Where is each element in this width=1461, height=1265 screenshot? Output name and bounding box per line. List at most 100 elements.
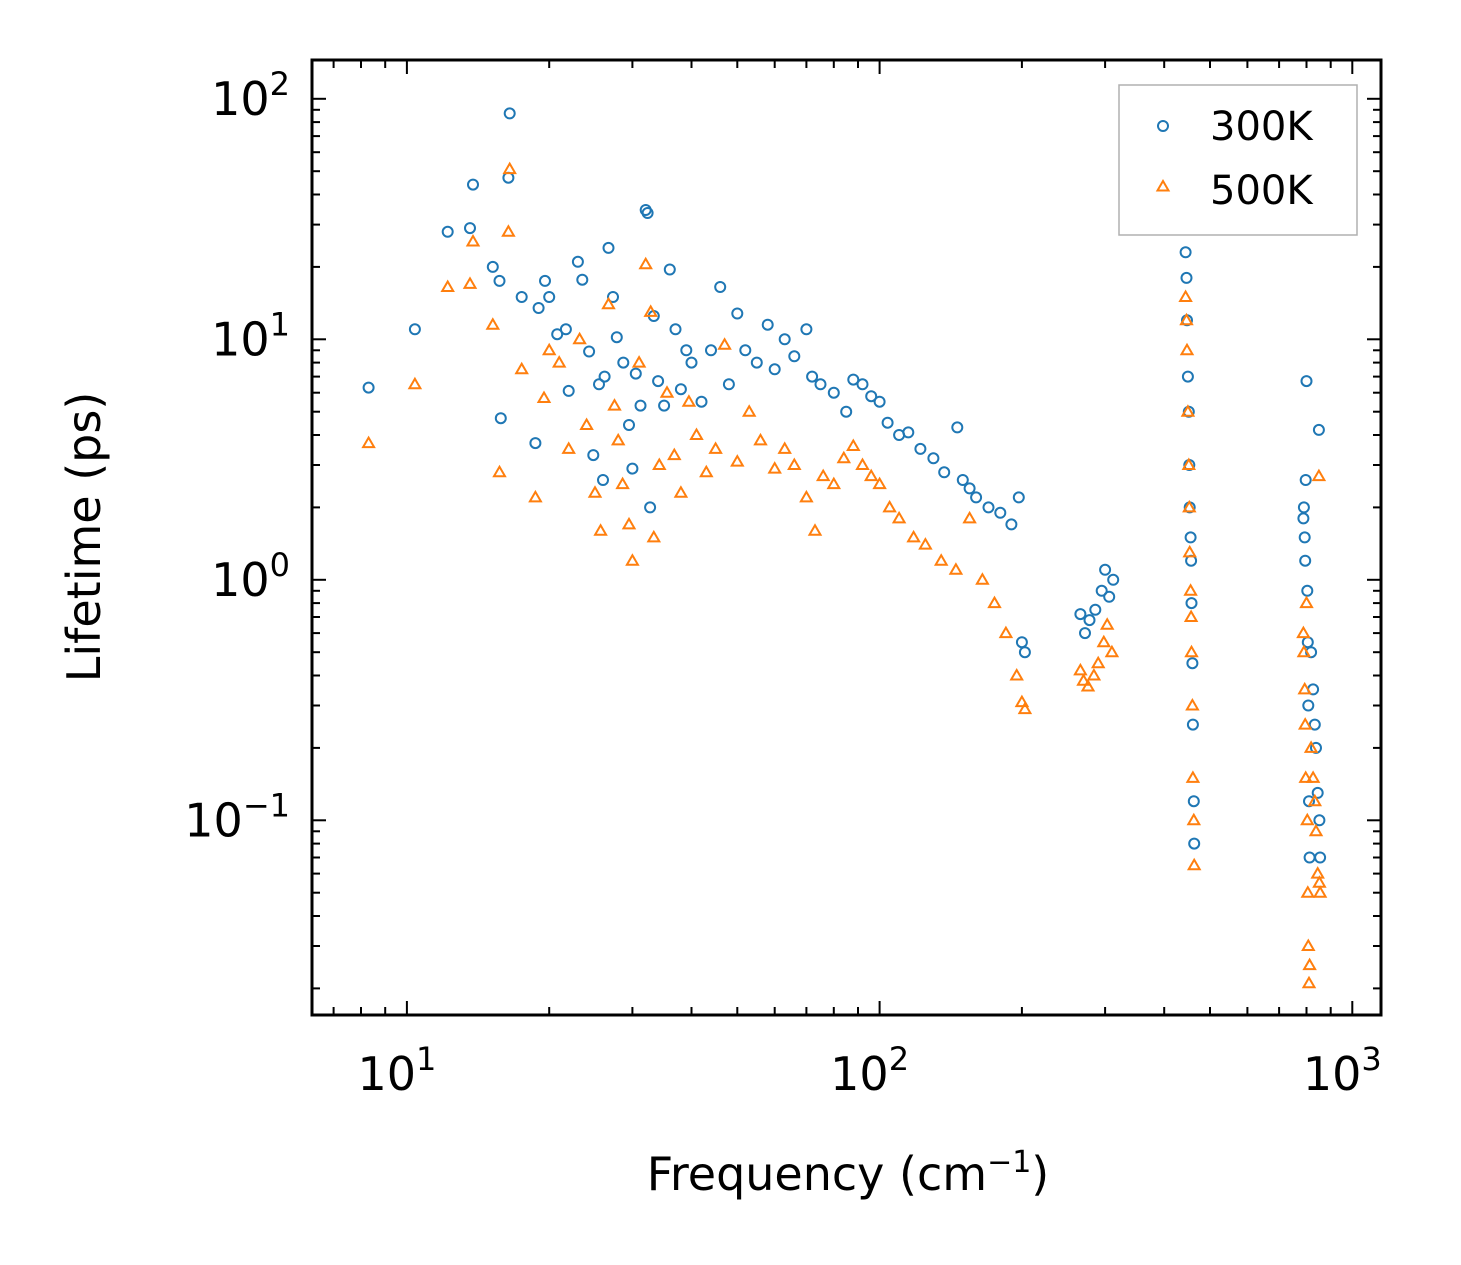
point-300k-55 [800, 323, 813, 336]
point-300k-97 [1185, 597, 1198, 610]
point-500k-23 [621, 516, 637, 530]
point-300k-25 [602, 241, 615, 254]
point-500k-50 [855, 457, 870, 470]
point-300k-1 [408, 323, 421, 336]
point-500k-5 [485, 317, 501, 330]
point-500k-31 [667, 447, 682, 461]
point-500k-70 [1090, 655, 1106, 669]
point-300k-7 [494, 412, 507, 425]
point-500k-60 [975, 572, 990, 585]
point-500k-53 [882, 499, 897, 513]
point-300k-34 [641, 207, 654, 219]
point-500k-99 [1303, 740, 1319, 753]
series-500k-points [361, 161, 1328, 989]
point-500k-42 [777, 441, 792, 454]
axis-tick-labels: 101 102 103 10−1 100 101 102 [184, 65, 1381, 1101]
point-300k-118 [1312, 423, 1325, 436]
y-axis-label: Lifetime (ps) [57, 392, 111, 683]
point-500k-86 [1186, 812, 1202, 826]
point-300k-98 [1186, 657, 1199, 670]
point-300k-115 [1308, 718, 1321, 731]
point-500k-11 [536, 390, 552, 403]
point-300k-67 [914, 442, 927, 455]
point-500k-71 [1096, 634, 1112, 648]
point-500k-49 [846, 438, 861, 451]
point-500k-27 [643, 304, 658, 317]
point-500k-3 [462, 276, 478, 289]
point-500k-83 [1184, 644, 1199, 658]
point-500k-94 [1300, 812, 1315, 826]
point-500k-59 [962, 510, 977, 524]
point-300k-100 [1187, 795, 1200, 808]
point-500k-66 [1073, 662, 1088, 676]
point-500k-13 [551, 355, 567, 368]
point-500k-36 [708, 441, 723, 454]
point-500k-58 [948, 562, 964, 575]
point-300k-86 [1103, 590, 1116, 603]
point-300k-38 [658, 399, 671, 412]
legend-marker-500k [1155, 179, 1171, 192]
point-300k-84 [1095, 584, 1108, 597]
point-500k-35 [699, 464, 714, 478]
point-500k-44 [799, 489, 814, 503]
point-300k-89 [1180, 271, 1193, 284]
point-300k-32 [634, 399, 647, 412]
point-500k-77 [1180, 404, 1196, 417]
point-300k-0 [362, 381, 375, 394]
point-500k-78 [1181, 457, 1197, 470]
point-300k-43 [685, 356, 698, 369]
point-500k-101 [1307, 793, 1323, 807]
point-500k-55 [906, 529, 921, 543]
point-500k-34 [689, 427, 704, 440]
point-300k-102 [1297, 512, 1310, 525]
point-500k-16 [579, 417, 594, 430]
point-500k-72 [1099, 617, 1115, 630]
point-500k-48 [836, 450, 852, 464]
point-300k-4 [467, 178, 479, 191]
point-300k-119 [1313, 814, 1326, 827]
y-tick-label-0: 10−1 [184, 786, 290, 847]
point-500k-95 [1300, 885, 1316, 898]
point-300k-104 [1298, 531, 1311, 544]
point-500k-15 [572, 331, 587, 345]
point-500k-25 [631, 355, 647, 368]
point-300k-11 [529, 437, 542, 450]
point-300k-9 [502, 171, 515, 184]
point-300k-95 [1184, 531, 1197, 544]
point-500k-38 [730, 454, 745, 467]
point-500k-12 [541, 342, 557, 356]
y-tick-label-2: 101 [211, 305, 290, 366]
point-300k-5 [486, 260, 499, 273]
point-500k-30 [659, 385, 675, 398]
point-500k-29 [652, 457, 667, 470]
x-tick-label-0: 101 [357, 1040, 436, 1101]
point-500k-88 [1296, 625, 1311, 639]
point-500k-81 [1183, 583, 1198, 596]
point-300k-99 [1186, 718, 1199, 731]
point-300k-12 [532, 302, 545, 314]
point-500k-26 [638, 256, 653, 270]
point-500k-106 [1312, 885, 1328, 898]
point-300k-37 [652, 375, 665, 388]
point-300k-14 [543, 291, 556, 303]
plot-frame [310, 58, 1383, 1017]
point-500k-105 [1312, 875, 1327, 888]
point-500k-79 [1182, 499, 1197, 513]
series-300k-points [362, 107, 1327, 864]
point-300k-16 [559, 323, 572, 336]
point-300k-28 [617, 356, 630, 369]
point-300k-77 [1012, 491, 1025, 504]
point-300k-80 [1074, 608, 1087, 621]
point-500k-10 [528, 489, 543, 503]
point-500k-104 [1311, 468, 1327, 482]
point-300k-10 [515, 291, 528, 303]
point-500k-82 [1183, 609, 1199, 622]
point-300k-27 [610, 331, 623, 344]
point-300k-23 [597, 474, 609, 486]
point-300k-108 [1301, 584, 1314, 597]
y-tick-label-3: 102 [211, 65, 290, 126]
point-300k-70 [951, 421, 964, 434]
point-500k-6 [492, 464, 507, 478]
point-300k-85 [1099, 563, 1112, 576]
